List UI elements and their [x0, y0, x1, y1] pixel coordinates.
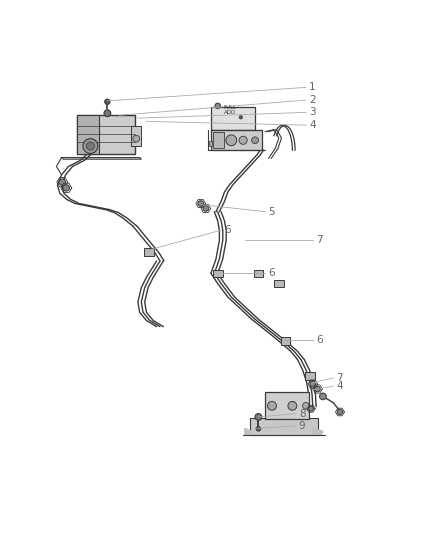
Circle shape	[133, 135, 140, 142]
Circle shape	[288, 401, 297, 410]
Circle shape	[226, 135, 237, 146]
Bar	[254, 270, 263, 277]
Bar	[212, 270, 223, 277]
Bar	[265, 392, 309, 419]
Circle shape	[303, 402, 309, 409]
Bar	[131, 126, 141, 146]
Circle shape	[215, 103, 220, 109]
Circle shape	[320, 393, 326, 400]
Text: 7: 7	[316, 236, 322, 245]
Bar	[281, 337, 290, 345]
Text: 4: 4	[309, 120, 316, 130]
Text: ADD: ADD	[223, 110, 236, 115]
Bar	[77, 115, 134, 154]
Text: 6: 6	[268, 268, 275, 278]
Circle shape	[104, 110, 111, 117]
Circle shape	[239, 136, 247, 144]
Bar	[274, 280, 283, 287]
Circle shape	[309, 406, 314, 411]
Circle shape	[83, 139, 98, 154]
Circle shape	[314, 386, 320, 392]
Text: 1: 1	[309, 83, 316, 92]
Text: 9: 9	[299, 421, 305, 431]
Polygon shape	[245, 429, 251, 435]
Circle shape	[337, 409, 343, 415]
Text: 2: 2	[309, 95, 316, 105]
Circle shape	[198, 200, 204, 206]
Polygon shape	[313, 429, 323, 435]
Circle shape	[251, 137, 258, 144]
Circle shape	[86, 142, 95, 150]
Bar	[144, 248, 154, 256]
Bar	[209, 141, 212, 146]
Bar	[77, 115, 99, 154]
Text: 3: 3	[309, 107, 316, 117]
Bar	[212, 133, 224, 148]
Text: 7: 7	[336, 373, 343, 383]
Circle shape	[63, 184, 70, 191]
Text: 8: 8	[299, 409, 305, 418]
Circle shape	[255, 414, 262, 421]
Circle shape	[310, 381, 316, 387]
Circle shape	[256, 426, 261, 431]
Text: FULL: FULL	[223, 105, 237, 110]
Text: 6: 6	[224, 225, 231, 235]
Bar	[211, 107, 255, 130]
Text: 4: 4	[336, 381, 343, 391]
Circle shape	[105, 99, 110, 104]
Circle shape	[203, 206, 208, 211]
Bar	[211, 131, 262, 150]
Circle shape	[239, 116, 243, 119]
Bar	[305, 372, 315, 379]
Circle shape	[268, 401, 276, 410]
Bar	[250, 418, 318, 435]
Circle shape	[59, 179, 65, 185]
Text: 6: 6	[316, 335, 322, 345]
Polygon shape	[61, 158, 141, 159]
Text: 5: 5	[268, 207, 275, 217]
